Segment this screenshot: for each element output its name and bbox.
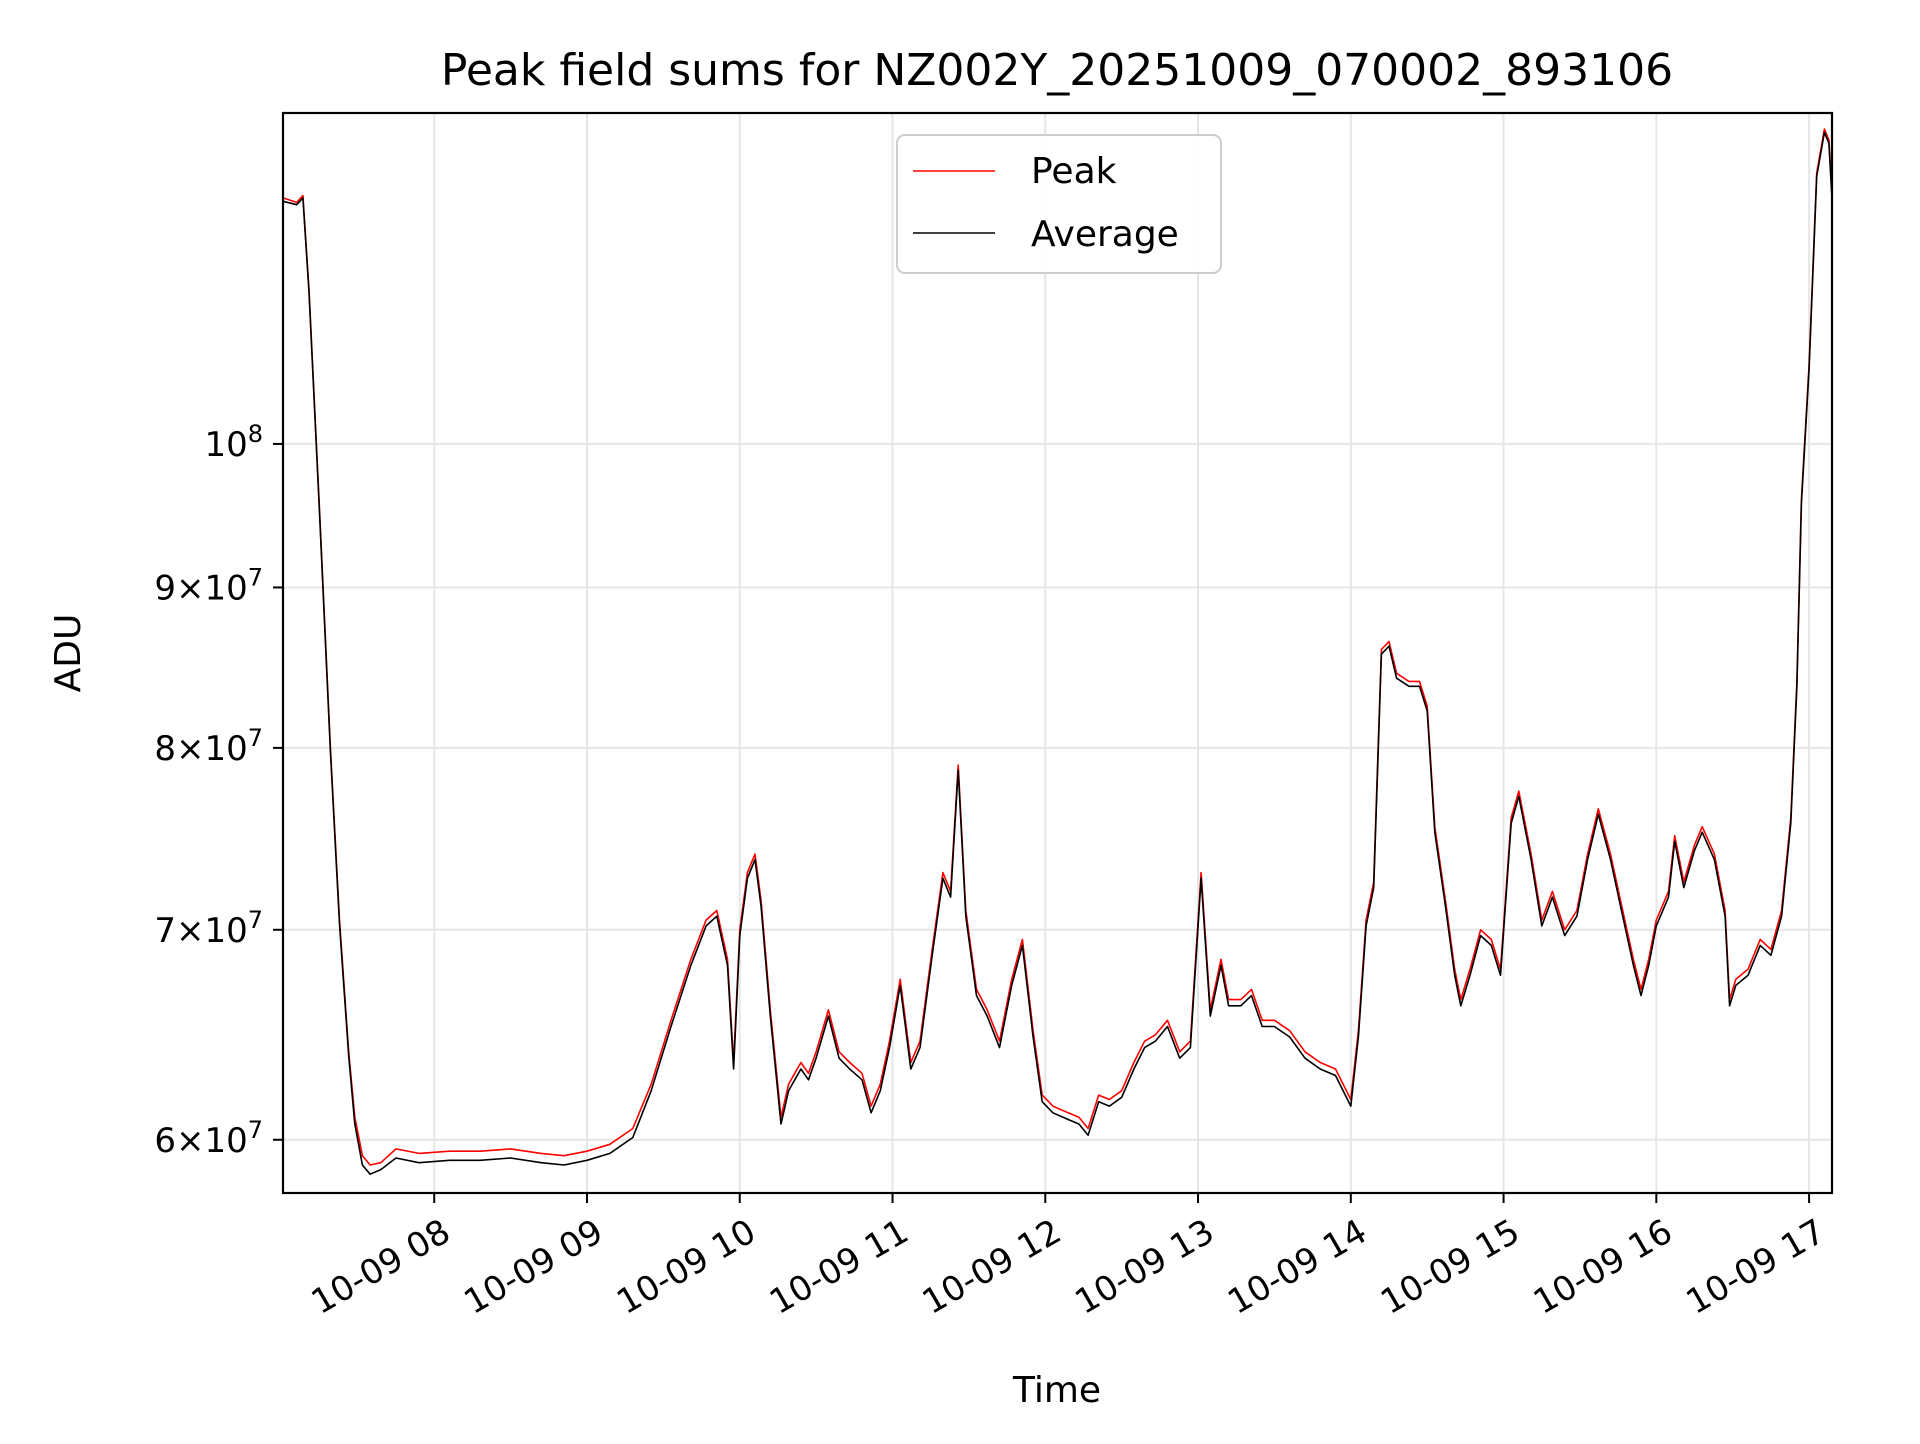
y-axis-ticks: 6×107 7×107 8×107 9×107 108 [154, 420, 283, 1161]
y-tick-label: 7×107 [154, 906, 263, 951]
legend-label-average: Average [1031, 214, 1179, 255]
series-line-average [282, 131, 1833, 1175]
data-series [282, 128, 1833, 1175]
legend-label-peak: Peak [1031, 151, 1117, 192]
y-tick-label: 6×107 [154, 1116, 263, 1161]
y-tick-label: 9×107 [154, 563, 263, 608]
legend-box [896, 134, 1222, 274]
grid-lines [283, 113, 1832, 1193]
legend: Peak Average [896, 134, 1222, 274]
series-line-peak [282, 128, 1833, 1166]
chart-title: Peak field sums for NZ002Y_20251009_0700… [441, 45, 1673, 96]
plot-frame [281, 111, 1834, 1195]
x-axis-label: Time [1012, 1370, 1101, 1411]
y-tick-label: 108 [204, 420, 263, 465]
y-tick-label: 8×107 [154, 724, 263, 769]
y-axis-label: ADU [48, 614, 89, 693]
